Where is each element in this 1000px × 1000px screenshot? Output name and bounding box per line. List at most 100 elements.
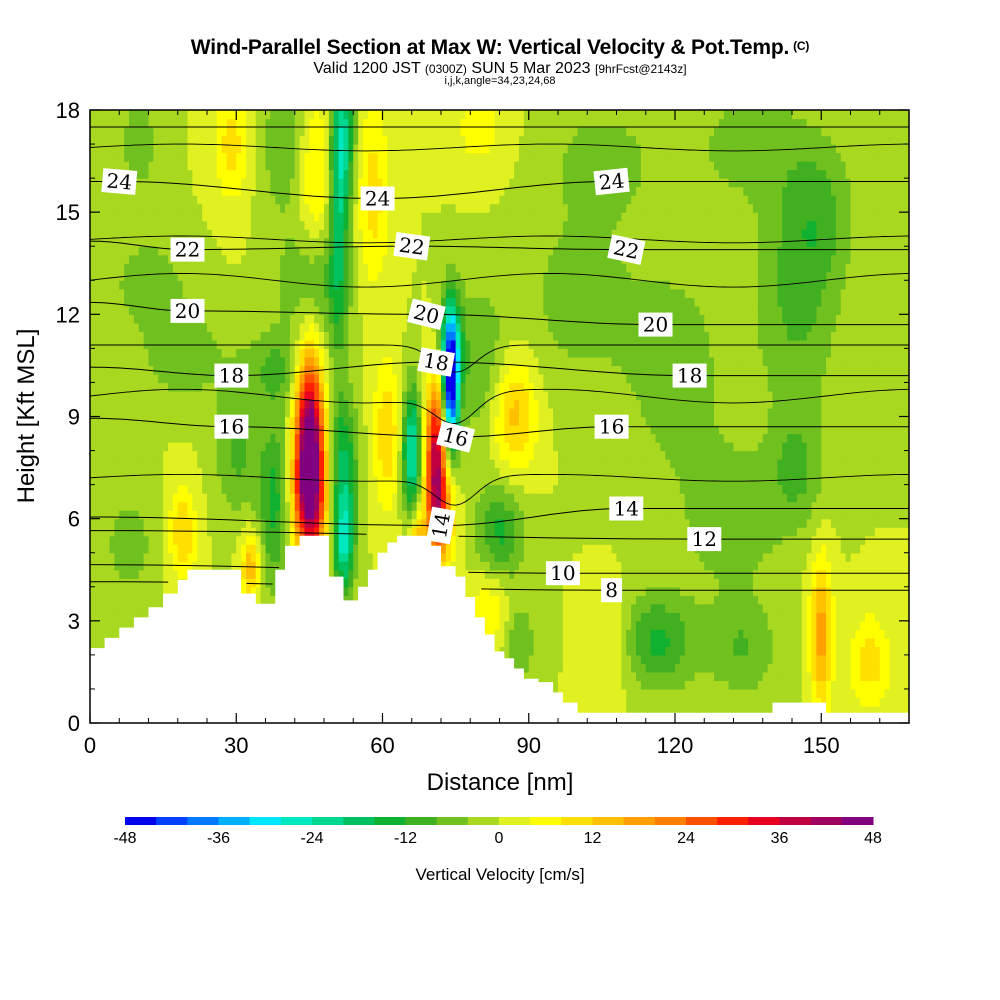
w-cell <box>129 263 135 273</box>
w-cell <box>289 467 296 477</box>
w-cell <box>294 178 301 188</box>
w-cell <box>348 254 354 264</box>
w-cell <box>138 288 145 298</box>
w-cell <box>358 535 364 545</box>
w-cell <box>397 203 403 213</box>
w-cell <box>221 195 228 205</box>
w-cell <box>163 203 169 213</box>
w-cell <box>226 203 232 213</box>
w-cell <box>416 263 423 273</box>
w-cell <box>343 220 349 230</box>
w-cell <box>148 297 154 307</box>
w-cell <box>392 382 398 392</box>
w-cell <box>138 280 145 290</box>
w-cell <box>289 450 296 460</box>
w-cell <box>280 229 286 239</box>
w-cell <box>207 331 213 341</box>
w-cell <box>377 178 384 188</box>
w-cell <box>275 186 281 196</box>
w-cell <box>353 331 359 341</box>
w-cell <box>99 578 106 588</box>
w-cell <box>372 237 379 247</box>
w-cell <box>377 535 384 545</box>
w-cell <box>411 390 418 401</box>
w-cell <box>197 152 203 162</box>
w-cell <box>172 169 179 179</box>
w-cell <box>90 629 96 639</box>
w-cell <box>202 110 208 120</box>
w-cell <box>114 127 120 137</box>
w-cell <box>421 322 427 332</box>
w-cell <box>270 433 276 443</box>
w-cell <box>231 535 237 545</box>
w-cell <box>314 237 320 247</box>
w-cell <box>104 425 111 435</box>
w-cell <box>143 305 150 315</box>
w-cell <box>246 203 252 213</box>
w-cell <box>216 510 223 520</box>
w-cell <box>153 433 159 443</box>
w-cell <box>358 382 364 392</box>
w-cell <box>402 425 408 435</box>
w-cell <box>280 399 286 409</box>
w-cell <box>367 365 374 375</box>
w-cell <box>367 135 374 145</box>
w-cell <box>129 254 135 264</box>
w-cell <box>143 178 150 188</box>
w-cell <box>236 229 242 239</box>
w-cell <box>109 135 115 145</box>
w-cell <box>353 459 359 469</box>
w-cell <box>158 442 164 452</box>
w-cell <box>148 229 154 239</box>
w-cell <box>280 467 286 477</box>
w-cell <box>216 459 223 469</box>
w-cell <box>158 510 164 520</box>
w-cell <box>246 220 252 230</box>
w-cell <box>421 220 427 230</box>
w-cell <box>324 246 330 256</box>
w-cell <box>372 518 379 528</box>
w-cell <box>197 433 203 443</box>
w-cell <box>314 450 320 460</box>
w-cell <box>236 510 242 520</box>
w-cell <box>328 552 335 562</box>
w-cell <box>250 518 257 528</box>
w-cell <box>275 169 281 179</box>
w-cell <box>241 246 247 256</box>
w-cell <box>104 501 111 511</box>
w-cell <box>324 442 330 452</box>
w-cell <box>333 220 340 230</box>
w-cell <box>367 229 374 239</box>
w-cell <box>182 467 189 477</box>
w-cell <box>143 110 150 120</box>
w-cell <box>343 135 349 145</box>
w-cell <box>211 186 218 196</box>
w-cell <box>94 322 101 332</box>
w-cell <box>133 425 140 435</box>
w-cell <box>163 433 169 443</box>
w-cell <box>133 535 140 545</box>
w-cell <box>236 127 242 137</box>
w-cell <box>275 476 281 486</box>
w-cell <box>148 339 154 349</box>
w-cell <box>260 161 267 171</box>
w-cell <box>402 399 408 409</box>
w-cell <box>265 373 271 384</box>
w-cell <box>343 195 349 205</box>
w-cell <box>192 552 198 562</box>
w-cell <box>226 314 232 324</box>
w-cell <box>211 229 218 239</box>
w-cell <box>338 544 345 554</box>
w-cell <box>168 399 174 409</box>
w-cell <box>255 203 262 213</box>
w-cell <box>241 186 247 196</box>
w-cell <box>231 450 237 460</box>
w-cell <box>328 535 335 545</box>
w-cell <box>148 501 154 511</box>
w-cell <box>387 220 393 230</box>
w-cell <box>246 544 252 554</box>
w-cell <box>392 161 398 171</box>
w-cell <box>377 220 384 230</box>
w-cell <box>119 127 125 137</box>
w-cell <box>172 356 179 367</box>
